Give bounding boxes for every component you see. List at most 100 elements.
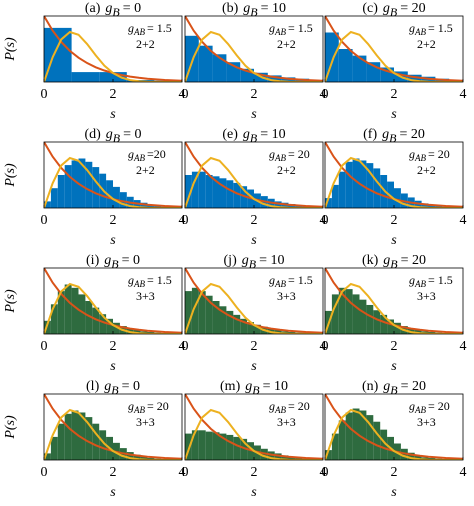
histogram-bar: [44, 320, 51, 334]
coupling-subscript: AB: [133, 153, 145, 163]
x-tick-label: 4: [179, 465, 186, 480]
x-tick-label: 0: [322, 339, 329, 354]
histogram-bar: [71, 287, 79, 334]
histogram-bar: [185, 433, 192, 460]
coupling-symbol: g: [128, 147, 134, 161]
histogram-bar: [428, 204, 436, 208]
histogram-bar: [106, 318, 113, 334]
histogram-bar: [57, 175, 65, 208]
param-subscript: B: [250, 131, 258, 145]
panel: [44, 142, 182, 208]
histogram-bar: [366, 415, 374, 460]
coupling-subscript: AB: [414, 405, 426, 415]
histogram-bar: [212, 176, 220, 208]
panel-title: (j) gB = 10: [224, 253, 285, 271]
histogram-bar: [78, 158, 86, 208]
histogram-bar: [205, 175, 213, 208]
histogram-bar: [274, 201, 282, 208]
histogram-bar: [233, 314, 241, 334]
coupling-symbol: g: [409, 273, 415, 287]
system-label: 3+3: [136, 289, 155, 303]
histogram-bar: [191, 430, 199, 460]
coupling-value: = 1.5: [147, 21, 172, 35]
coupling-subscript: AB: [414, 27, 426, 37]
panel-title: (m) gB = 10: [220, 379, 288, 397]
coupling-symbol: g: [269, 273, 275, 287]
panel: [325, 16, 463, 82]
coupling-symbol: g: [269, 399, 275, 413]
histogram-bar: [331, 184, 339, 208]
histogram-bar: [185, 175, 192, 208]
histogram-bar: [226, 434, 234, 460]
x-tick-label: 0: [182, 213, 189, 228]
histogram-bar: [64, 284, 72, 334]
system-label: 2+2: [136, 37, 155, 51]
panel-title: (i) gB = 0: [86, 253, 140, 271]
param-symbol: g: [383, 253, 390, 268]
panel-title: (l) gB = 0: [86, 379, 140, 397]
coupling-symbol: g: [269, 147, 275, 161]
histogram-bar: [295, 205, 303, 208]
panel-title: (n) gB = 20: [362, 379, 426, 397]
histogram-bar: [126, 328, 134, 334]
coupling-value: = 1.5: [288, 21, 313, 35]
x-tick-label: 2: [251, 87, 258, 102]
system-label: 2+2: [417, 37, 436, 51]
histogram-bar: [212, 432, 220, 460]
histogram-bar: [50, 188, 58, 208]
y-axis-label: P(s): [3, 37, 18, 62]
x-tick-label: 4: [460, 465, 467, 480]
panel-title: (k) gB = 20: [362, 253, 426, 271]
coupling-value: = 20: [428, 147, 450, 161]
param-symbol: g: [243, 1, 250, 16]
histogram-bar: [345, 289, 353, 334]
histogram-bar: [92, 423, 100, 460]
histogram-bar: [352, 158, 360, 208]
param-symbol: g: [243, 127, 250, 142]
histogram-bar: [198, 45, 213, 82]
histogram-bar: [92, 307, 100, 334]
histogram-bar: [71, 72, 100, 82]
x-tick-label: 0: [182, 465, 189, 480]
panel-label: (j): [224, 253, 238, 268]
panel: [185, 268, 323, 334]
histogram-bar: [414, 455, 422, 460]
param-value: = 0: [122, 253, 140, 268]
histogram-bar: [71, 160, 79, 208]
param-symbol: g: [383, 1, 390, 16]
histogram-bar: [254, 324, 261, 334]
histogram-bar: [400, 448, 408, 460]
histogram-bar: [140, 456, 148, 460]
histogram-bar: [64, 165, 72, 208]
x-tick-label: 0: [322, 465, 329, 480]
panel-title: (e) gB = 10: [222, 127, 285, 145]
histogram-bar: [113, 186, 120, 208]
x-axis-label: s: [391, 107, 397, 122]
coupling-symbol: g: [128, 399, 134, 413]
coupling-label: gAB = 20: [409, 399, 450, 415]
histogram-bar: [267, 75, 282, 82]
x-tick-label: 2: [251, 339, 258, 354]
param-subscript: B: [249, 257, 257, 271]
histogram-bar: [133, 330, 141, 334]
x-axis-label: s: [391, 233, 397, 248]
histogram-bar: [133, 454, 141, 460]
coupling-subscript: AB: [133, 279, 145, 289]
x-tick-label: 4: [460, 87, 467, 102]
histogram-bar: [212, 301, 220, 334]
histogram-bar: [380, 314, 388, 334]
histogram-bar: [106, 180, 113, 208]
x-axis-label: s: [251, 107, 257, 122]
coupling-value: = 20: [428, 399, 450, 413]
panel: [44, 394, 182, 460]
histogram-bar: [260, 448, 268, 460]
histogram-bar: [71, 410, 79, 460]
histogram-bar: [380, 175, 388, 208]
histogram-bar: [233, 436, 241, 460]
param-subscript: B: [390, 257, 398, 271]
coupling-label: gAB = 1.5: [269, 21, 313, 37]
param-subscript: B: [252, 383, 260, 397]
histogram-bar: [352, 408, 360, 460]
histogram-bar: [394, 188, 401, 208]
panel-label: (i): [86, 253, 100, 268]
